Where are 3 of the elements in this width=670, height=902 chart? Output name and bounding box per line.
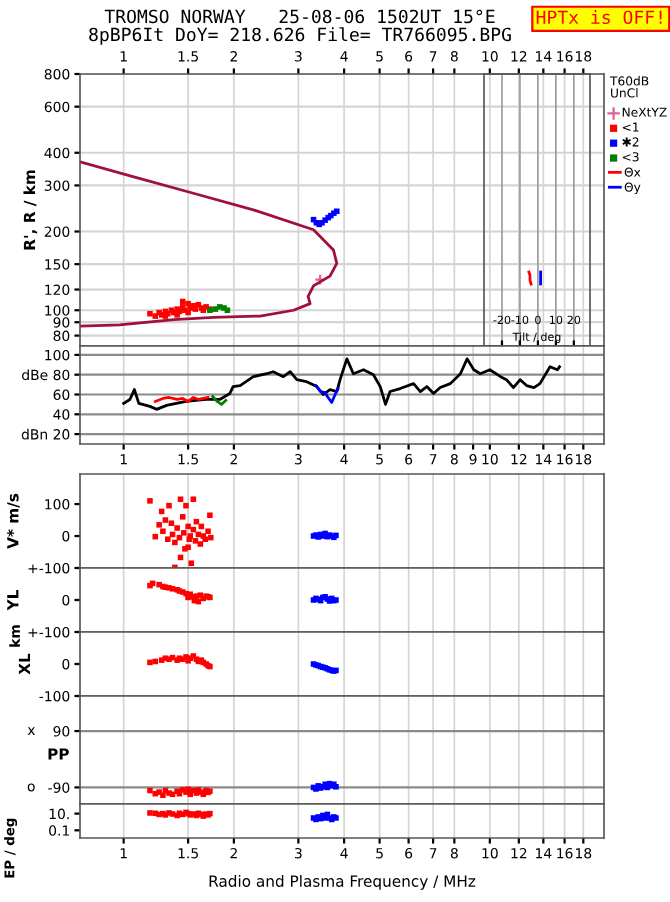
- chart-title: TROMSO NORWAY 25-08-06 1502UT 15°E: [104, 9, 495, 24]
- chart-subtitle: 8pBP6It DoY= 218.626 File= TR766095.BPG: [89, 27, 511, 45]
- text: HPTx is OFF!: [536, 10, 662, 25]
